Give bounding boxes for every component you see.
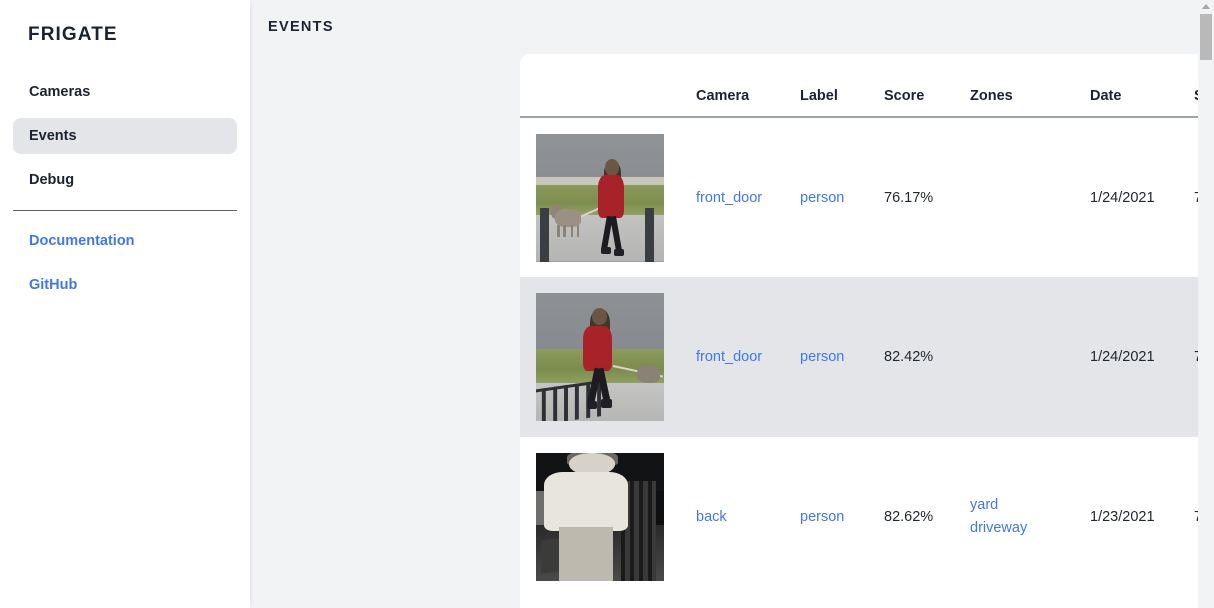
table-row[interactable]: back person 82.62% yard driveway 1/ [520, 437, 1214, 597]
dog-leg [563, 225, 566, 238]
person-white-shirt [543, 472, 629, 532]
person-head [569, 453, 616, 475]
camera-link[interactable]: front_door [696, 189, 763, 206]
column-header-thumbnail [520, 54, 696, 117]
event-zones-cell [970, 277, 1090, 437]
sidebar-secondary-nav: Documentation GitHub [0, 223, 250, 303]
label-link[interactable]: person [800, 349, 845, 365]
person-red-coat [598, 174, 625, 219]
table-row[interactable]: front_door person 82.42% 1/24/2021 7:19:… [520, 277, 1214, 437]
events-table-body: front_door person 76.17% 1/24/2021 7:24:… [520, 117, 1214, 597]
person-shoe [600, 246, 611, 255]
person-leg [596, 367, 611, 402]
table-header-row: Camera Label Score Zones Date Start End [520, 54, 1214, 117]
event-thumbnail-image[interactable] [536, 133, 664, 262]
event-thumbnail-image[interactable] [536, 293, 664, 421]
event-label-cell: person [800, 277, 884, 437]
events-card: Camera Label Score Zones Date Start End [520, 54, 1214, 608]
column-header-date: Date [1090, 88, 1122, 104]
event-thumbnail-cell [520, 437, 696, 597]
main-content: EVENTS Camera Label Score Zones Date Sta… [250, 0, 1214, 608]
dog-leg [570, 225, 573, 238]
triangle-up-icon [1202, 3, 1210, 9]
scene-dog [637, 364, 661, 383]
event-date-cell: 1/24/2021 [1090, 277, 1194, 437]
scene-dog [551, 204, 584, 238]
person-shoe [614, 248, 625, 257]
event-thumbnail-cell [520, 117, 696, 277]
events-table: Camera Label Score Zones Date Start End [520, 54, 1214, 597]
sidebar-divider [13, 210, 237, 211]
camera-link[interactable]: front_door [696, 349, 763, 365]
column-header-zones: Zones [970, 88, 1013, 104]
scrollbar-up-arrow-icon[interactable] [1198, 0, 1214, 12]
sidebar-item-events[interactable]: Events [13, 118, 237, 154]
event-date-cell: 1/23/2021 [1090, 437, 1194, 597]
event-score-cell: 76.17% [884, 117, 970, 277]
event-zones-cell [970, 117, 1090, 277]
sidebar-item-debug[interactable]: Debug [29, 172, 75, 188]
person-shoe [601, 399, 613, 408]
event-score-cell: 82.42% [884, 277, 970, 437]
table-row[interactable]: front_door person 76.17% 1/24/2021 7:24:… [520, 117, 1214, 277]
column-header-camera: Camera [696, 88, 750, 104]
event-zones-cell: yard driveway [970, 437, 1090, 597]
event-camera-cell: front_door [696, 117, 800, 277]
sidebar-link-documentation[interactable]: Documentation [29, 233, 135, 249]
sidebar-item-cameras[interactable]: Cameras [29, 84, 91, 100]
label-link[interactable]: person [800, 189, 845, 206]
scene-person [595, 159, 639, 257]
event-camera-cell: back [696, 437, 800, 597]
dog-body [554, 209, 581, 227]
scene-railing-right [644, 207, 654, 262]
person-red-coat [583, 325, 612, 371]
events-table-header: Camera Label Score Zones Date Start End [520, 54, 1214, 117]
page-scrollbar[interactable] [1198, 0, 1214, 608]
column-header-label: Label [800, 88, 838, 104]
zone-list: yard driveway [970, 494, 1090, 540]
event-label-cell: person [800, 437, 884, 597]
camera-link[interactable]: back [696, 509, 727, 525]
scene-road [536, 133, 664, 178]
person-leg [610, 215, 623, 251]
person-head [592, 308, 608, 325]
event-label-cell: person [800, 117, 884, 277]
scrollbar-thumb[interactable] [1200, 14, 1212, 60]
event-camera-cell: front_door [696, 277, 800, 437]
event-thumbnail-cell [520, 277, 696, 437]
dog-leg [576, 225, 579, 238]
person-head [605, 159, 620, 176]
scene-railing-left [539, 207, 549, 262]
person-shoe [586, 400, 597, 409]
event-score-cell: 82.62% [884, 437, 970, 597]
zone-link[interactable]: yard [970, 497, 999, 513]
app-brand-title: FRIGATE [28, 24, 118, 45]
sidebar-primary-nav: Cameras Events Debug [0, 74, 250, 198]
event-thumbnail-image[interactable] [536, 453, 664, 581]
page-title: EVENTS [268, 19, 334, 35]
scene-person [536, 453, 629, 581]
zone-link[interactable]: driveway [970, 520, 1028, 536]
dog-leg [557, 225, 560, 238]
scene-person [580, 308, 626, 410]
event-date-cell: 1/24/2021 [1090, 117, 1194, 277]
sidebar-link-github[interactable]: GitHub [29, 277, 78, 293]
label-link[interactable]: person [800, 509, 845, 525]
column-header-score: Score [884, 88, 925, 104]
person-pants [559, 527, 613, 581]
sidebar: FRIGATE Cameras Events Debug Documentati… [0, 0, 250, 608]
